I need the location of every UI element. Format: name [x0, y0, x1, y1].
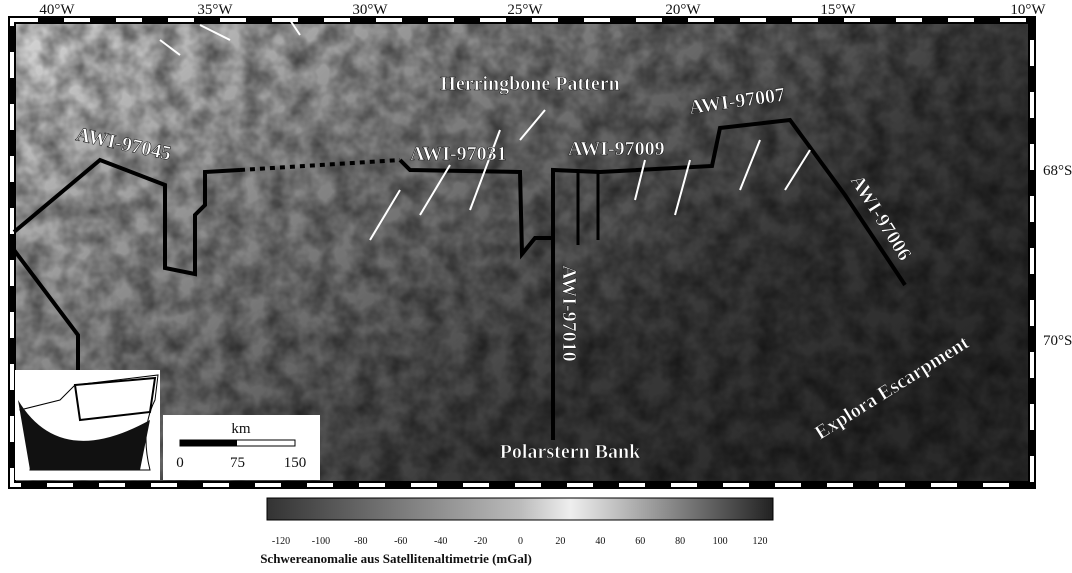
map-label: AWI-97031	[410, 143, 507, 165]
colorbar-tick-label: -80	[354, 536, 367, 547]
longitude-label: 40°W	[39, 2, 75, 18]
latitude-label: 70°S	[1043, 333, 1072, 349]
colorbar-tick-label: -120	[272, 536, 290, 547]
map-label: AWI-97009	[568, 138, 665, 160]
colorbar-tick-label: 20	[555, 536, 565, 547]
latitude-label: 68°S	[1043, 163, 1072, 179]
colorbar-tick-label: -60	[394, 536, 407, 547]
colorbar-tick-label: -20	[474, 536, 487, 547]
colorbar-tick-label: 40	[595, 536, 605, 547]
colorbar-tick-label: -100	[312, 536, 330, 547]
map-label: AWI-97010	[558, 265, 580, 362]
scale-tick-label: 150	[284, 455, 307, 471]
colorbar-tick-label: 60	[635, 536, 645, 547]
colorbar-title: Schwereanomalie aus Satellitenaltimetrie…	[260, 551, 532, 566]
longitude-label: 10°W	[1010, 2, 1046, 18]
longitude-label: 25°W	[507, 2, 543, 18]
colorbar-tick-label: -40	[434, 536, 447, 547]
longitude-label: 35°W	[197, 2, 233, 18]
scale-tick-label: 75	[230, 455, 245, 471]
longitude-label: 20°W	[665, 2, 701, 18]
colorbar-tick-label: 0	[518, 536, 523, 547]
figure: Herringbone Pattern AWI-97045 AWI-97031 …	[0, 0, 1072, 573]
scale-unit: km	[231, 421, 251, 437]
map-label: Herringbone Pattern	[440, 73, 619, 95]
colorbar-tick-label: 80	[675, 536, 685, 547]
map-label: Polarstern Bank	[500, 441, 641, 463]
colorbar	[267, 498, 773, 520]
colorbar-tick-label: 120	[753, 536, 768, 547]
longitude-label: 30°W	[352, 2, 388, 18]
scale-tick-label: 0	[176, 455, 184, 471]
longitude-label: 15°W	[820, 2, 856, 18]
colorbar-tick-label: 100	[713, 536, 728, 547]
